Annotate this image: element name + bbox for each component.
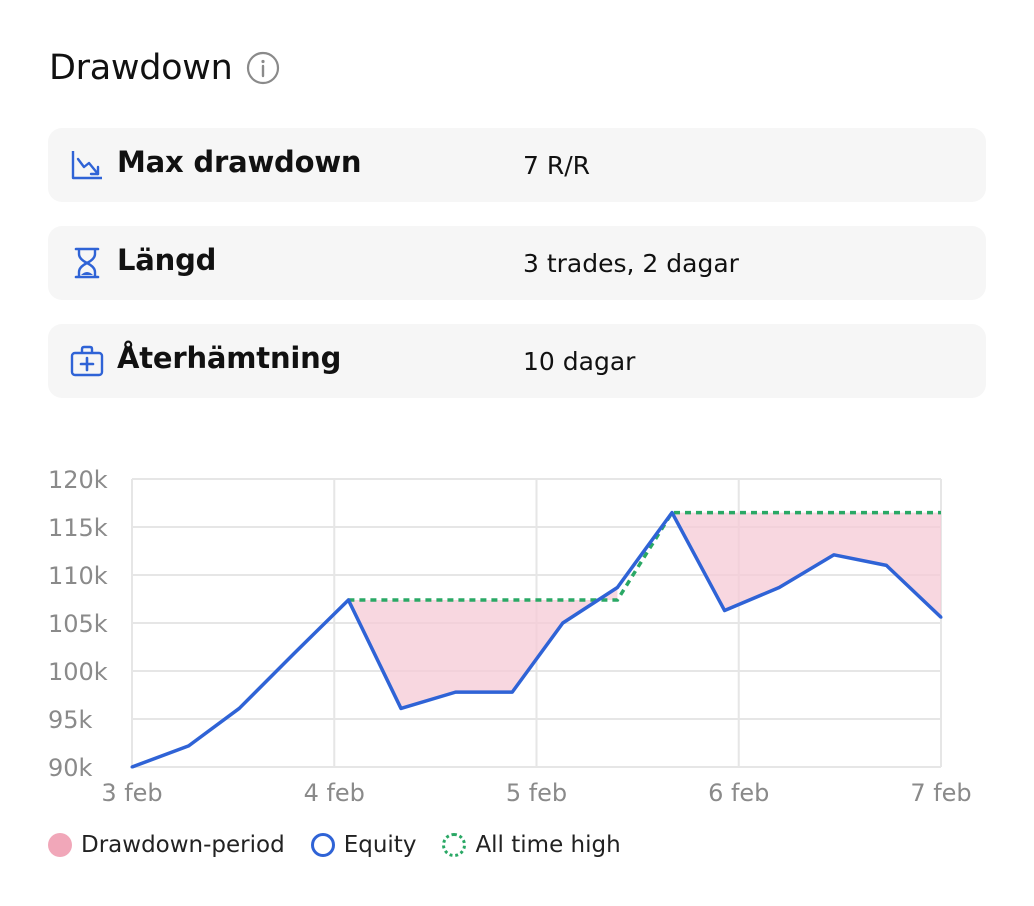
x-tick-label: 6 feb [708, 779, 769, 807]
stat-row-length: Längd 3 trades, 2 dagar [48, 226, 986, 300]
x-tick-label: 3 feb [101, 779, 162, 807]
y-tick-label: 115k [48, 514, 108, 542]
legend-label: All time high [475, 832, 621, 858]
equity-point [670, 511, 674, 515]
stat-row-max-drawdown: Max drawdown 7 R/R [48, 128, 986, 202]
equity-point [832, 553, 836, 557]
drawdown-areas [348, 512, 941, 709]
stat-row-recovery: Återhämtning 10 dagar [48, 324, 986, 398]
equity-point [939, 615, 943, 619]
x-tick-label: 7 feb [910, 779, 971, 807]
stat-label: Max drawdown [117, 145, 362, 179]
y-tick-label: 110k [48, 562, 108, 590]
hourglass-icon [74, 247, 100, 279]
y-tick-label: 100k [48, 658, 108, 686]
equity-point [346, 598, 350, 602]
stat-value: 10 dagar [523, 347, 636, 376]
x-tick-label: 5 feb [506, 779, 567, 807]
drawdown-area [672, 512, 941, 618]
page-title: Drawdown [49, 48, 233, 88]
ath-line [348, 510, 941, 602]
legend-label: Equity [343, 832, 417, 858]
equity-point [130, 765, 134, 769]
y-tick-label: 90k [48, 754, 93, 782]
y-tick-label: 95k [48, 706, 93, 734]
equity-point [454, 690, 458, 694]
equity-point [615, 585, 619, 589]
axis-labels: 90k 95k 100k 105k 110k 115k 120k 3 feb 4 feb 5 fe… [48, 466, 972, 807]
stat-label: Längd [117, 243, 217, 277]
y-tick-label: 105k [48, 610, 108, 638]
equity-point [292, 652, 296, 656]
legend-item-drawdown[interactable]: Drawdown-period [48, 832, 285, 858]
stat-label: Återhämtning [117, 341, 342, 375]
chart-legend: Drawdown-period Equity All time high [48, 832, 647, 858]
legend-swatch-drawdown [48, 833, 72, 857]
header: Drawdown [49, 48, 280, 88]
y-tick-label: 120k [48, 466, 108, 494]
equity-point [187, 744, 191, 748]
drawdown-chart: 90k 95k 100k 105k 110k 115k 120k 3 feb 4 feb 5 fe… [48, 466, 972, 807]
legend-item-ath[interactable]: All time high [442, 832, 621, 858]
info-icon[interactable] [246, 51, 280, 85]
equity-point [510, 690, 514, 694]
equity-line [130, 510, 943, 769]
equity-series-line [131, 510, 943, 769]
medical-kit-icon [70, 345, 104, 377]
legend-label: Drawdown-period [81, 832, 285, 858]
equity-point [777, 585, 781, 589]
equity-point [399, 706, 403, 710]
equity-point [723, 609, 727, 613]
stat-value: 7 R/R [523, 151, 591, 180]
equity-point [561, 621, 565, 625]
trending-down-icon [71, 151, 102, 180]
stat-value: 3 trades, 2 dagar [523, 249, 739, 278]
x-tick-label: 4 feb [304, 779, 365, 807]
legend-swatch-equity [310, 833, 335, 857]
equity-point [884, 563, 888, 567]
legend-swatch-ath [442, 833, 467, 857]
legend-item-equity[interactable]: Equity [310, 832, 417, 858]
equity-point [237, 706, 241, 710]
drawdown-area [348, 587, 618, 709]
ath-series-line [348, 510, 941, 602]
